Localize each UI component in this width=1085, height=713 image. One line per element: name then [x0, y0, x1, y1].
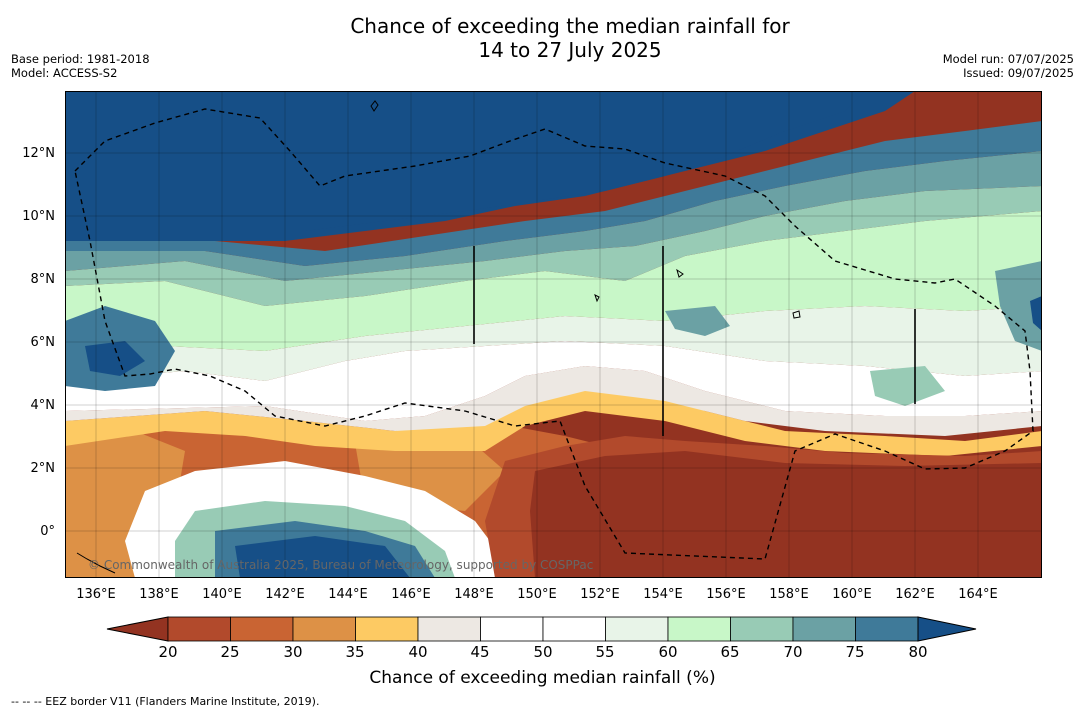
colorbar-tick: 55: [595, 643, 615, 661]
colorbar-tick: 80: [908, 643, 928, 661]
colorbar-tick: 50: [533, 643, 553, 661]
east-teal-patch: [995, 261, 1042, 351]
title-line-2: 14 to 27 July 2025: [478, 38, 662, 62]
islands: [76, 100, 801, 574]
colorbar-extend-high: [917, 616, 977, 642]
mid-teal-patch: [665, 306, 730, 336]
colorbar-segment: [855, 616, 919, 642]
model-run: Model run: 07/07/2025: [942, 52, 1074, 66]
band-45: [65, 366, 1042, 436]
colorbar-segment: [355, 616, 419, 642]
colorbar-segment: [542, 616, 606, 642]
x-tick-label: 136°E: [76, 587, 116, 602]
colorbar-tick: 30: [283, 643, 303, 661]
y-tick-label: 12°N: [22, 146, 55, 161]
x-tick-label: 160°E: [832, 587, 872, 602]
west-blue-patch: [85, 341, 145, 376]
colorbar-tick: 65: [720, 643, 740, 661]
copyright-text: © Commonwealth of Australia 2025, Bureau…: [88, 558, 594, 572]
x-tick-label: 158°E: [769, 587, 809, 602]
rainfall-map: [65, 91, 1042, 578]
east-green-patch: [870, 366, 945, 406]
graticule: [65, 91, 1042, 578]
band-20-core: [530, 451, 1042, 578]
eez-footnote: -- -- -- EEZ border V11 (Flanders Marine…: [11, 695, 320, 708]
x-tick-label: 154°E: [643, 587, 683, 602]
x-tick-label: 148°E: [454, 587, 494, 602]
colorbar-tick: 60: [658, 643, 678, 661]
colorbar-tick: 20: [158, 643, 178, 661]
x-tick-label: 164°E: [958, 587, 998, 602]
colorbar-segment: [730, 616, 794, 642]
issued-date: Issued: 09/07/2025: [963, 66, 1074, 80]
y-tick-label: 6°N: [30, 335, 56, 350]
colorbar-tick: 75: [845, 643, 865, 661]
colorbar-tick: 40: [408, 643, 428, 661]
band-35: [65, 431, 505, 578]
x-tick-label: 150°E: [517, 587, 557, 602]
colorbar: [106, 616, 977, 642]
colorbar-segment: [167, 616, 231, 642]
band-80-edge: [65, 121, 1042, 266]
x-tick-label: 138°E: [139, 587, 179, 602]
map-frame: [65, 91, 1042, 578]
colorbar-segment: [230, 616, 294, 642]
x-tick-label: 162°E: [895, 587, 935, 602]
colorbar-segment: [667, 616, 731, 642]
band-75: [65, 151, 1042, 281]
x-tick-label: 140°E: [202, 587, 242, 602]
model-name: Model: ACCESS-S2: [11, 66, 118, 80]
title-line-1: Chance of exceeding the median rainfall …: [350, 14, 790, 38]
eez-border: [74, 108, 1034, 560]
x-tick-label: 156°E: [706, 587, 746, 602]
boundary-lines: [473, 246, 916, 436]
x-tick-label: 142°E: [265, 587, 305, 602]
colorbar-segment: [605, 616, 669, 642]
y-tick-label: 0°: [40, 524, 55, 539]
map-svg: [65, 91, 1042, 578]
base-period: Base period: 1981-2018: [11, 52, 150, 66]
colorbar-segment: [292, 616, 356, 642]
band-40: [65, 376, 1042, 456]
south-blue: [235, 536, 410, 578]
y-tick-label: 10°N: [22, 209, 55, 224]
colorbar-segment: [417, 616, 481, 642]
meta-left: Base period: 1981-2018 Model: ACCESS-S2: [11, 52, 150, 80]
colorbar-tick: 70: [783, 643, 803, 661]
east-blue-patch: [1030, 296, 1042, 331]
colorbar-segment: [792, 616, 856, 642]
colorbar-tick: 45: [470, 643, 490, 661]
band-65: [65, 211, 1042, 356]
colorbar-title: Chance of exceeding median rainfall (%): [369, 668, 716, 688]
colorbar-tick: 25: [220, 643, 240, 661]
x-tick-label: 146°E: [391, 587, 431, 602]
meta-right: Model run: 07/07/2025 Issued: 09/07/2025: [943, 52, 1074, 80]
y-tick-label: 8°N: [30, 272, 56, 287]
colorbar-tick: 35: [345, 643, 365, 661]
x-tick-label: 152°E: [580, 587, 620, 602]
band-80-top: [65, 91, 865, 231]
y-tick-label: 2°N: [30, 461, 56, 476]
map-title: Chance of exceeding the median rainfall …: [0, 14, 1085, 62]
band-70: [65, 186, 1042, 306]
band-60: [65, 306, 1042, 381]
colorbar-segment: [480, 616, 544, 642]
x-tick-label: 144°E: [328, 587, 368, 602]
colorbar-extend-low: [106, 616, 169, 642]
band-50: [65, 341, 1042, 421]
y-tick-label: 4°N: [30, 398, 56, 413]
